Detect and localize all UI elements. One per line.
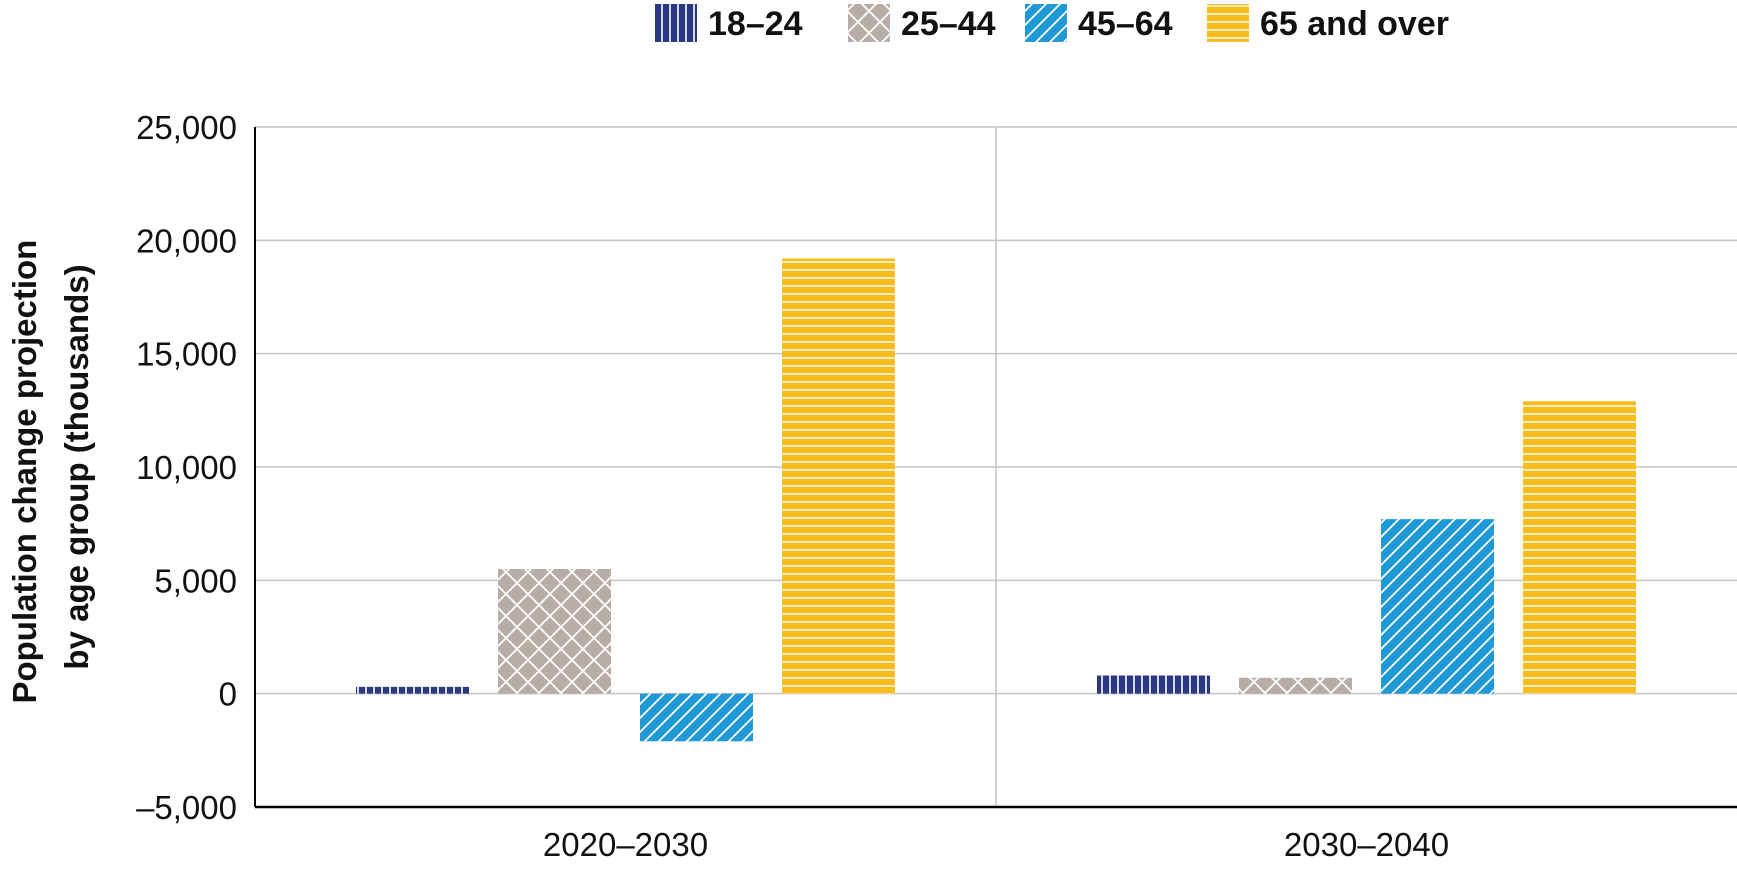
legend: 18–24 25–44 45–64 65 and over [655, 4, 1449, 43]
bar-2-3 [1381, 519, 1494, 694]
y-axis-title-line-2: by age group (thousands) [58, 264, 95, 669]
bar-1-1 [356, 686, 469, 694]
bar-1-3 [640, 693, 753, 742]
y-tick-label: 25,000 [136, 109, 237, 146]
x-axis-labels: 2020–2030 2030–2040 [543, 826, 1449, 863]
legend-label-3: 45–64 [1078, 5, 1173, 43]
legend-swatch-1 [655, 4, 697, 42]
axes [254, 127, 1737, 809]
y-tick-label: 10,000 [136, 449, 237, 486]
y-tick-label: 20,000 [136, 222, 237, 259]
legend-label-2: 25–44 [901, 5, 996, 43]
gridlines [255, 126, 1737, 807]
x-category-label: 2020–2030 [543, 826, 708, 863]
bar-2-1 [1097, 675, 1210, 694]
bar-2-4 [1523, 401, 1636, 694]
y-tick-label: 15,000 [136, 336, 237, 373]
y-tick-label: 0 [219, 676, 237, 713]
legend-label-4: 65 and over [1260, 5, 1449, 43]
y-axis-title-line-1: Population change projection [6, 240, 43, 704]
bars [356, 258, 1636, 742]
legend-swatch-3 [1025, 4, 1067, 42]
y-tick-label: 5,000 [154, 562, 237, 599]
legend-swatch-4 [1207, 4, 1249, 42]
legend-label-1: 18–24 [708, 5, 803, 43]
bar-1-2 [498, 569, 611, 694]
y-axis-title: Population change projection by age grou… [6, 230, 95, 703]
y-axis-ticks: –5,000 0 5,000 10,000 15,000 20,000 25,000 [136, 109, 237, 826]
bar-2-2 [1239, 677, 1352, 694]
legend-swatch-2 [848, 4, 890, 42]
bar-1-4 [782, 258, 895, 694]
x-category-label: 2030–2040 [1284, 826, 1449, 863]
y-tick-label: –5,000 [136, 789, 237, 826]
